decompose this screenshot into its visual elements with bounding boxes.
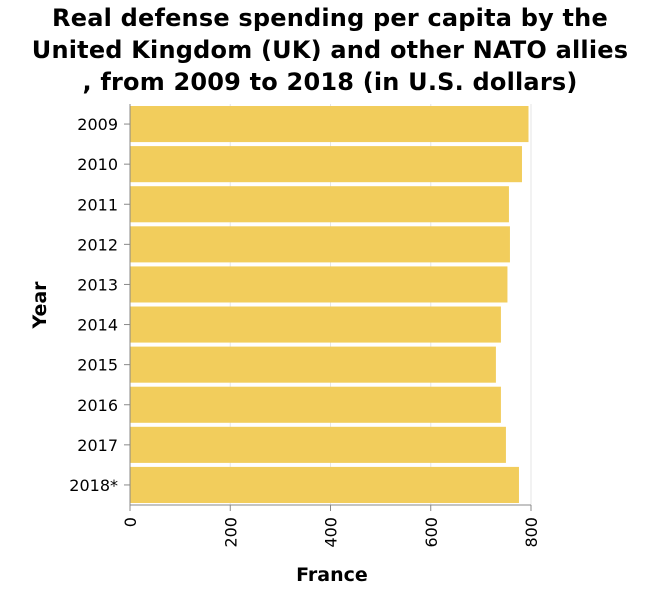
bar-2010 [130, 146, 522, 183]
bar-2013 [130, 266, 508, 303]
chart-title-line-1: Real defense spending per capita by the [52, 4, 608, 32]
bar-2015 [130, 346, 496, 383]
y-tick-label: 2018* [69, 476, 118, 495]
y-tick-label: 2012 [77, 235, 118, 254]
y-tick-label: 2010 [77, 155, 118, 174]
x-axis-label: France [296, 564, 368, 586]
y-tick-label: 2009 [77, 115, 118, 134]
bar-2014 [130, 306, 501, 343]
y-tick-label: 2013 [77, 275, 118, 294]
bar-2012 [130, 226, 510, 263]
x-tick-label: 0 [121, 517, 140, 527]
y-axis-label: Year [29, 281, 51, 330]
x-tick-label: 200 [221, 517, 240, 548]
y-tick-label: 2016 [77, 396, 118, 415]
bar-2017 [130, 426, 506, 463]
y-tick-label: 2017 [77, 436, 118, 455]
y-tick-label: 2015 [77, 356, 118, 375]
bar-2011 [130, 186, 509, 223]
x-tick-label: 400 [322, 517, 341, 548]
bar-2009 [130, 106, 529, 143]
chart-title-line-3: , from 2009 to 2018 (in U.S. dollars) [82, 68, 578, 96]
x-tick-label: 800 [522, 517, 541, 548]
bar-2018 [130, 466, 519, 503]
y-tick-label: 2014 [77, 316, 118, 335]
bar-2016 [130, 386, 501, 423]
chart-title-line-2: United Kingdom (UK) and other NATO allie… [31, 36, 629, 64]
x-tick-label: 600 [422, 517, 441, 548]
y-tick-label: 2011 [77, 195, 118, 214]
